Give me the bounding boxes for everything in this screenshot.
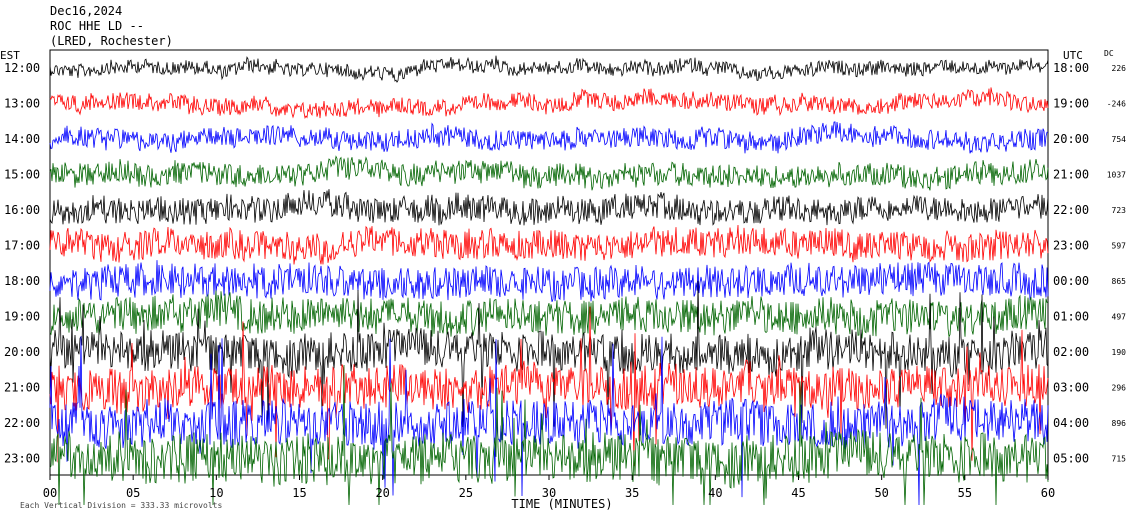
dc-offset-value: 226 xyxy=(1112,64,1127,73)
est-hour-label: 13:00 xyxy=(4,97,40,111)
x-tick-label: 15 xyxy=(292,486,306,500)
station-location: (LRED, Rochester) xyxy=(50,34,173,48)
row-label-group: 12:00 18:00 226 13:00 19:00 -246 14:00 20:00 754… xyxy=(4,61,1126,466)
utc-hour-label: 03:00 xyxy=(1053,381,1089,395)
dc-offset-value: 1037 xyxy=(1107,171,1126,180)
x-tick-label: 60 xyxy=(1041,486,1055,500)
x-tick-label: 45 xyxy=(791,486,805,500)
x-tick-label: 10 xyxy=(209,486,223,500)
x-tick-label: 30 xyxy=(542,486,556,500)
est-hour-label: 22:00 xyxy=(4,416,40,430)
dc-offset-value: 497 xyxy=(1112,313,1127,322)
x-tick-label: 05 xyxy=(126,486,140,500)
x-tick-label: 50 xyxy=(874,486,888,500)
x-tick-label: 40 xyxy=(708,486,722,500)
dc-offset-value: -246 xyxy=(1107,100,1126,109)
utc-hour-label: 02:00 xyxy=(1053,345,1089,359)
seismic-trace-line xyxy=(49,121,1049,154)
seismic-trace-line xyxy=(49,280,1049,429)
dc-offset-value: 723 xyxy=(1112,206,1127,215)
dc-offset-value: 296 xyxy=(1112,384,1127,393)
utc-hour-label: 04:00 xyxy=(1053,416,1089,430)
est-hour-label: 14:00 xyxy=(4,132,40,146)
est-hour-label: 23:00 xyxy=(4,452,40,466)
seismic-trace-line xyxy=(49,306,1049,467)
x-tick-label: 35 xyxy=(625,486,639,500)
seismic-trace-line xyxy=(49,260,1049,302)
right-axis-title: UTC xyxy=(1063,49,1083,62)
dc-title: DC xyxy=(1104,49,1114,58)
utc-hour-label: 20:00 xyxy=(1053,132,1089,146)
seismic-trace-line xyxy=(49,364,1049,506)
dc-offset-value: 190 xyxy=(1112,348,1127,357)
x-tick-label: 25 xyxy=(459,486,473,500)
record-date: Dec16,2024 xyxy=(50,4,123,18)
footer-note: Each Vertical Division = 333.33 microvol… xyxy=(20,501,222,510)
seismic-trace-line xyxy=(49,224,1049,265)
seismic-trace-line xyxy=(49,55,1049,83)
utc-hour-label: 00:00 xyxy=(1053,274,1089,288)
est-hour-label: 20:00 xyxy=(4,345,40,359)
est-hour-label: 19:00 xyxy=(4,310,40,324)
utc-hour-label: 05:00 xyxy=(1053,452,1089,466)
utc-hour-label: 01:00 xyxy=(1053,310,1089,324)
utc-hour-label: 18:00 xyxy=(1053,61,1089,75)
seismic-trace-line xyxy=(49,189,1049,226)
utc-hour-label: 21:00 xyxy=(1053,168,1089,182)
est-hour-label: 15:00 xyxy=(4,168,40,182)
dc-offset-value: 865 xyxy=(1112,277,1127,286)
dc-offset-value: 754 xyxy=(1112,135,1127,144)
trace-group xyxy=(49,55,1049,506)
dc-offset-value: 896 xyxy=(1112,419,1127,428)
est-hour-label: 16:00 xyxy=(4,203,40,217)
seismic-trace-line xyxy=(49,290,1049,339)
x-tick-label: 00 xyxy=(43,486,57,500)
est-hour-label: 17:00 xyxy=(4,239,40,253)
x-tick-group: 00 05 10 15 20 25 30 35 40 45 50 55 60 xyxy=(43,475,1055,500)
seismic-trace-line xyxy=(49,155,1049,191)
dc-offset-value: 597 xyxy=(1112,242,1127,251)
x-tick-label: 55 xyxy=(958,486,972,500)
est-hour-label: 21:00 xyxy=(4,381,40,395)
utc-hour-label: 22:00 xyxy=(1053,203,1089,217)
x-tick-label: 20 xyxy=(375,486,389,500)
x-axis-label: TIME (MINUTES) xyxy=(511,497,612,511)
est-hour-label: 18:00 xyxy=(4,274,40,288)
seismic-trace-line xyxy=(49,87,1049,119)
utc-hour-label: 23:00 xyxy=(1053,239,1089,253)
seismic-trace-line xyxy=(49,336,1049,506)
station-code: ROC HHE LD -- xyxy=(50,19,144,33)
utc-hour-label: 19:00 xyxy=(1053,97,1089,111)
est-hour-label: 12:00 xyxy=(4,61,40,75)
dc-offset-value: 715 xyxy=(1112,455,1127,464)
left-axis-title: EST xyxy=(0,49,20,62)
